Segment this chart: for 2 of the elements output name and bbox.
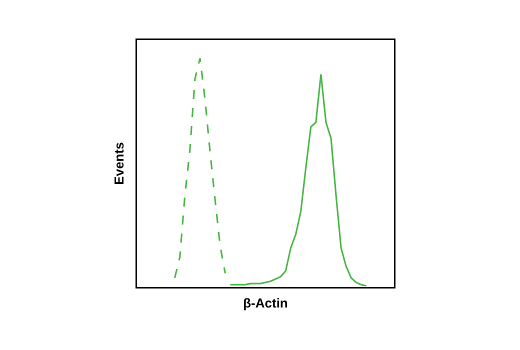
x-axis-title: β-Actin <box>243 295 288 310</box>
y-axis-title: Events <box>112 142 127 185</box>
